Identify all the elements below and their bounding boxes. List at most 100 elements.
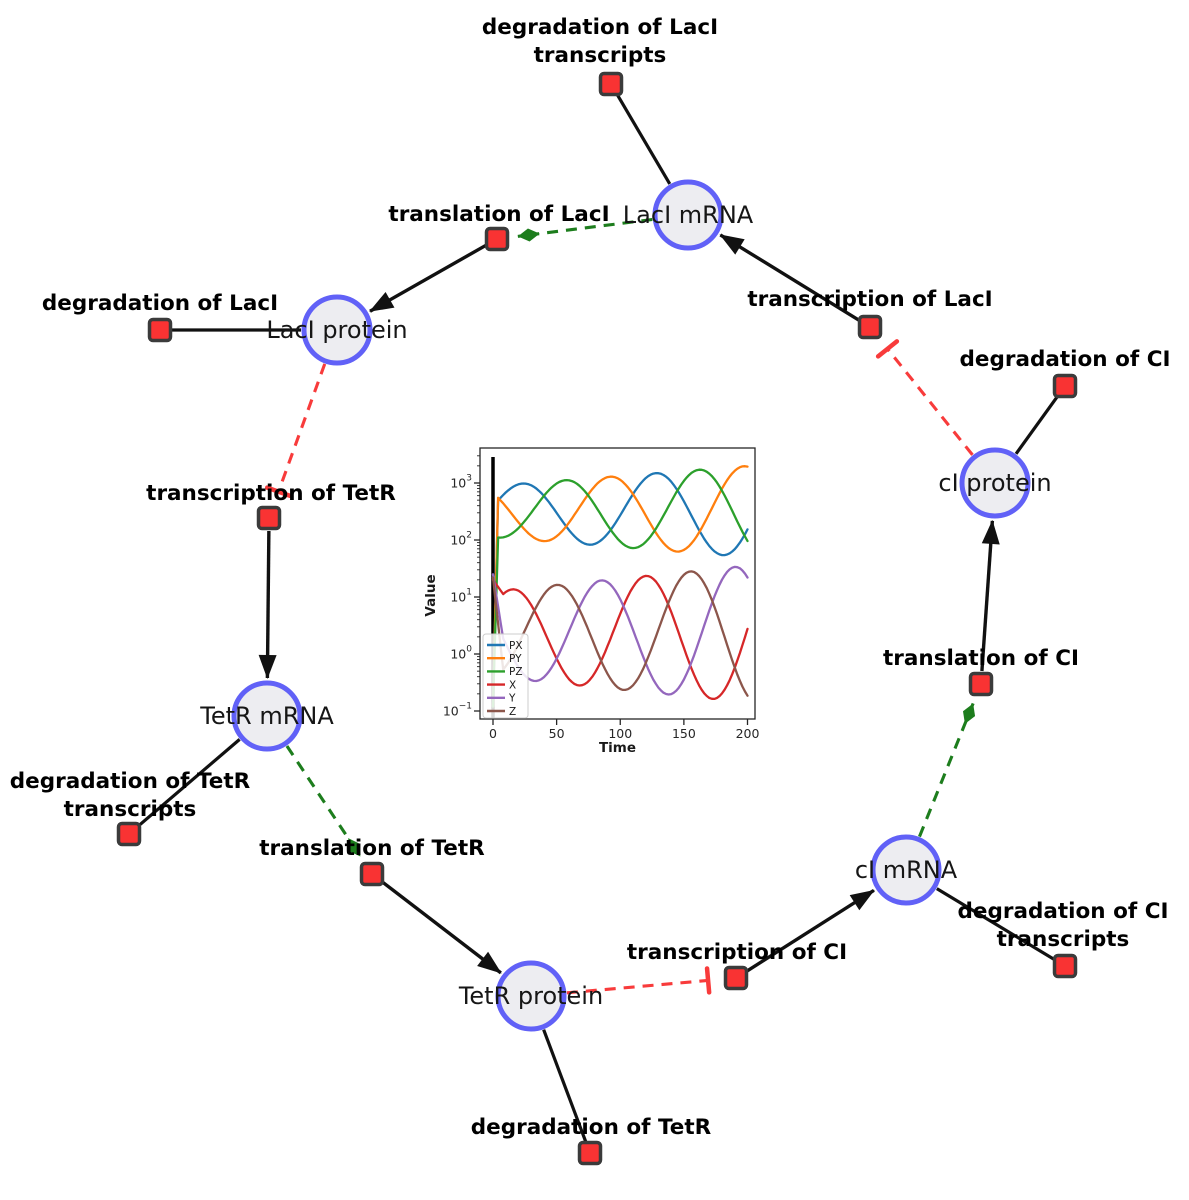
edge-laci_mrna-tl_laci: [517, 217, 653, 242]
x-tick-label-100: 100: [608, 726, 632, 741]
reaction-label-deg_tetr-line0: degradation of TetR: [471, 1115, 712, 1140]
legend-label-PZ: PZ: [509, 666, 523, 678]
reaction-label-tc_tetr-line0: transcription of TetR: [146, 481, 396, 506]
reaction-square-deg_tetr: [577, 1140, 603, 1166]
reaction-label-deg_ci_tx-line0: degradation of CI: [958, 899, 1169, 924]
edge-tl_ci-ci_protein: [980, 519, 1000, 672]
species-node-tetr_protein: TetR protein: [458, 960, 603, 1032]
y-minor-ticks: [477, 455, 480, 695]
series-PZ: [491, 468, 749, 708]
reaction-node-tl_ci: translation of CI: [883, 646, 1079, 697]
legend-label-PY: PY: [509, 653, 522, 665]
edge-laci_protein-tc_tetr: [264, 363, 327, 499]
y-tick-label-10e2: 102: [450, 531, 472, 548]
y-tick-label-10e3: 103: [450, 474, 472, 491]
species-label-laci_protein: LacI protein: [266, 316, 407, 344]
edge-ci_protein-deg_ci: [1014, 394, 1060, 455]
species-label-ci_mrna: cI mRNA: [855, 856, 958, 884]
species-node-laci_mrna: LacI mRNA: [623, 179, 754, 251]
reaction-node-deg_tetr: degradation of TetR: [471, 1115, 712, 1166]
x-tick-label-50: 50: [549, 726, 565, 741]
series-PY: [491, 465, 749, 708]
reaction-square-deg_laci: [147, 317, 173, 343]
reaction-label-tc_laci-line0: transcription of LacI: [747, 287, 992, 312]
reaction-node-deg_tetr_tx: degradation of TetR transcripts: [10, 769, 251, 847]
species-label-laci_mrna: LacI mRNA: [623, 201, 754, 229]
edge-tc_laci-laci_mrna: [719, 233, 860, 322]
series-layer: [491, 465, 749, 708]
reaction-label-deg_tetr_tx-line1: transcripts: [64, 797, 197, 822]
reaction-square-deg_ci_tx: [1052, 953, 1078, 979]
reaction-node-deg_laci: degradation of LacI: [42, 291, 278, 343]
legend-label-Y: Y: [508, 693, 516, 705]
axes-frame: [479, 447, 756, 720]
reaction-square-tc_ci: [723, 965, 749, 991]
species-node-ci_protein: cI protein: [938, 447, 1052, 519]
reaction-node-tl_laci: translation of LacI: [388, 202, 610, 252]
x-tick-label-200: 200: [736, 726, 760, 741]
x-tick-label-150: 150: [672, 726, 696, 741]
legend-label-Z: Z: [509, 706, 516, 718]
species-circle-tetr_mrna: [231, 680, 303, 752]
edge-tetr_mrna-deg_tetr_tx: [137, 738, 241, 828]
reaction-label-deg_laci_tx-line1: transcripts: [534, 43, 667, 68]
reaction-label-tl_tetr-line0: translation of TetR: [259, 836, 485, 861]
edge-tc_tetr-tetr_mrna: [258, 530, 277, 680]
reaction-square-tc_laci: [857, 314, 883, 340]
reaction-node-tc_tetr: transcription of TetR: [146, 481, 396, 531]
edge-tetr_protein-deg_tetr: [542, 1029, 588, 1143]
species-circle-ci_mrna: [870, 834, 942, 906]
reaction-node-tc_laci: transcription of LacI: [747, 287, 993, 340]
edges-layer: [137, 93, 1060, 1143]
species-node-ci_mrna: cI mRNA: [855, 834, 958, 906]
species-label-ci_protein: cI protein: [938, 469, 1051, 497]
reaction-node-tl_tetr: translation of TetR: [259, 836, 485, 887]
reaction-label-tl_laci-line0: translation of LacI: [388, 202, 609, 227]
reaction-label-deg_laci_tx-line0: degradation of LacI: [482, 15, 718, 40]
edge-tetr_protein-tc_ci: [566, 966, 712, 995]
species-node-tetr_mrna: TetR mRNA: [199, 680, 334, 752]
reaction-node-deg_ci_tx: degradation of CI transcripts: [958, 899, 1169, 979]
legend-label-PX: PX: [509, 640, 523, 652]
edge-ci_mrna-tl_ci: [918, 702, 976, 838]
edge-laci_mrna-deg_laci_tx: [615, 93, 672, 185]
species-label-tetr_protein: TetR protein: [458, 982, 603, 1010]
reaction-node-tc_ci: transcription of CI: [627, 940, 847, 991]
species-circle-laci_mrna: [652, 179, 724, 251]
reaction-label-tl_ci-line0: translation of CI: [883, 646, 1079, 671]
edge-tl_tetr-tetr_protein: [381, 880, 502, 975]
reaction-label-deg_tetr_tx-line0: degradation of TetR: [10, 769, 251, 794]
reaction-label-deg_laci-line0: degradation of LacI: [42, 291, 278, 316]
edge-tetr_mrna-tl_tetr: [285, 745, 362, 858]
y-tick-label-10e-1: 10−1: [443, 702, 472, 719]
edge-tl_laci-laci_protein: [369, 243, 487, 313]
y-tick-label-10e1: 101: [450, 588, 472, 605]
reaction-node-deg_ci: degradation of CI: [960, 347, 1170, 399]
species-node-laci_protein: LacI protein: [266, 294, 408, 366]
species-label-tetr_mrna: TetR mRNA: [199, 702, 334, 730]
x-tick-label-0: 0: [489, 726, 497, 741]
species-nodes-layer: LacI mRNA LacI protein cI protein TetR mRNA…: [199, 179, 1052, 1032]
reaction-square-tl_tetr: [359, 861, 385, 887]
series-Y: [491, 565, 749, 696]
edge-ci_mrna-deg_ci_tx: [935, 887, 1056, 962]
reaction-square-tl_ci: [968, 671, 994, 697]
reaction-label-deg_ci_tx-line1: transcripts: [997, 927, 1130, 952]
edge-tc_ci-ci_mrna: [746, 888, 875, 973]
edge-ci_protein-tc_laci: [875, 339, 974, 456]
reaction-square-deg_ci: [1052, 373, 1078, 399]
reaction-square-deg_laci_tx: [598, 71, 624, 97]
reaction-square-tl_laci: [484, 226, 510, 252]
series-PX: [491, 471, 749, 708]
legend-label-X: X: [509, 679, 516, 691]
species-circle-ci_protein: [959, 447, 1031, 519]
series-X: [491, 574, 749, 701]
reaction-node-deg_laci_tx: degradation of LacI transcripts: [482, 15, 718, 97]
x-axis-title: Time: [599, 740, 636, 756]
reaction-square-tc_tetr: [256, 505, 282, 531]
y-axis-title: Value: [423, 574, 439, 616]
